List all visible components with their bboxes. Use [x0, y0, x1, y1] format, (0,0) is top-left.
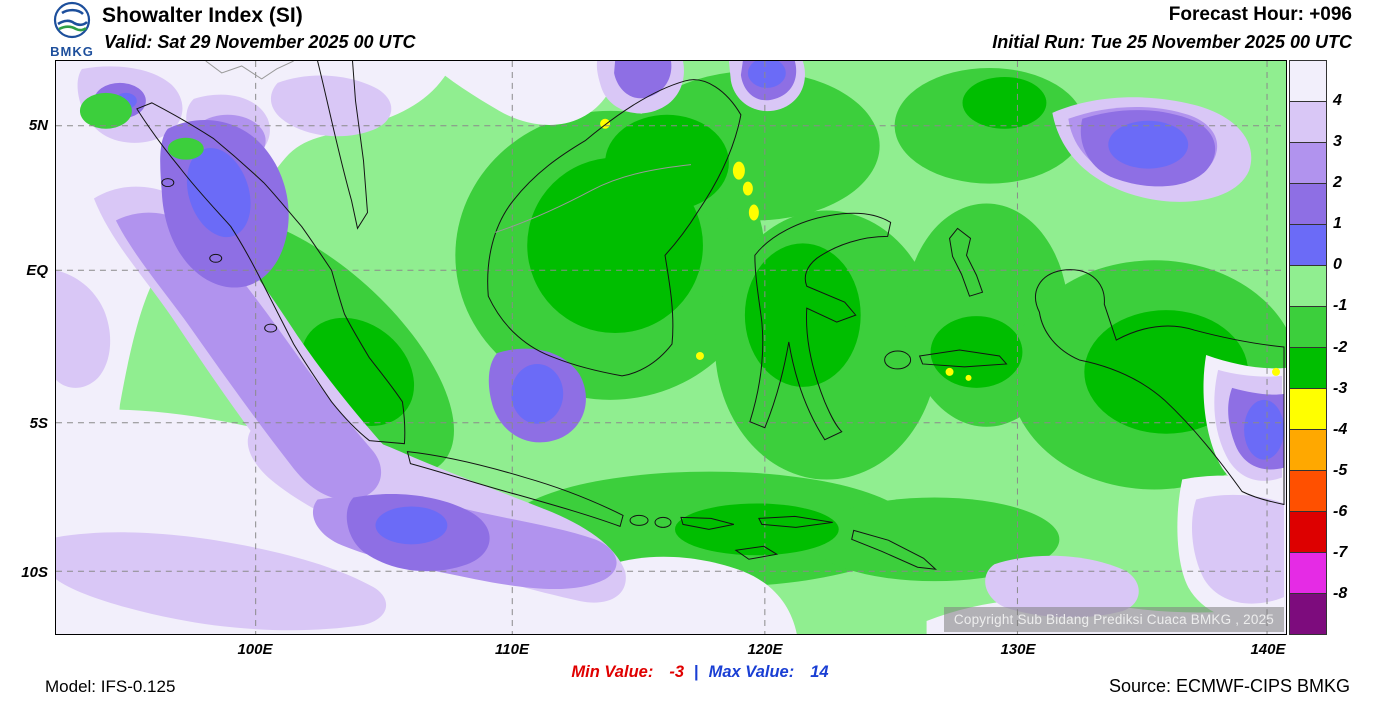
coastline-enggano [264, 323, 278, 333]
colorbar-cell-7 [1290, 348, 1326, 389]
colorbar-cell-4 [1290, 225, 1326, 266]
coastline-papua [1035, 269, 1285, 506]
coastline-timor [851, 529, 938, 570]
colorbar-label--6: -6 [1333, 502, 1348, 520]
green-pockets [79, 92, 204, 160]
minmax-values: Min Value: -3 | Max Value: 14 [571, 663, 828, 682]
copyright-watermark: Copyright Sub Bidang Prediksi Cuaca BMKG… [943, 607, 1284, 632]
colorbar-label--8: -8 [1333, 584, 1348, 602]
colorbar-cell-0 [1290, 61, 1326, 102]
si-contour-map [56, 61, 1286, 634]
forecast-hour: Forecast Hour: +096 [1168, 4, 1352, 25]
dark-green-cores [300, 76, 1249, 556]
colorbar-cell-11 [1290, 512, 1326, 553]
coastline-halmahera [949, 227, 984, 297]
coastline-malay-peninsula [317, 61, 369, 230]
colorbar-label--4: -4 [1333, 420, 1348, 438]
page-title: Showalter Index (SI) [102, 4, 303, 27]
coastline-buru [884, 350, 912, 370]
colorbar-cell-10 [1290, 471, 1326, 512]
coastline-indochina [205, 61, 294, 80]
coastline-java [406, 451, 624, 528]
bmkg-logo: BMKG [44, 1, 100, 59]
coastline-seram [918, 349, 1008, 368]
colorbar-cell-2 [1290, 143, 1326, 184]
colorbar-label-1: 1 [1333, 215, 1342, 233]
bmkg-logo-label: BMKG [50, 44, 94, 59]
colorbar-label--7: -7 [1333, 543, 1348, 561]
coastline-borneo [487, 79, 742, 377]
max-value-label: Max Value: [708, 663, 795, 681]
colorbar-label--2: -2 [1333, 338, 1348, 356]
coastline-sumba [734, 545, 779, 560]
coastline-lombok [654, 516, 672, 528]
bmkg-logo-icon [53, 1, 91, 39]
colorbar-cell-5 [1290, 266, 1326, 307]
initial-run: Initial Run: Tue 25 November 2025 00 UTC [992, 32, 1352, 52]
coastline-sumbawa [680, 516, 735, 530]
lat-label-5n: 5N [28, 117, 48, 134]
lon-label-140e: 140E [1250, 641, 1286, 658]
source-label: Source: ECMWF-CIPS BMKG [1108, 676, 1350, 696]
lon-label-130e: 130E [1000, 641, 1036, 658]
valid-time: Valid: Sat 29 November 2025 00 UTC [104, 32, 416, 52]
colorbar-label-4: 4 [1333, 92, 1342, 110]
max-value: 14 [810, 663, 829, 681]
lat-label-10s: 10S [21, 564, 48, 581]
colorbar-label-3: 3 [1333, 133, 1342, 151]
border-kalimantan [495, 164, 692, 233]
coastlines [136, 61, 1285, 570]
colorbar-cell-6 [1290, 307, 1326, 348]
lon-label-100e: 100E [237, 641, 273, 658]
min-value-label: Min Value: [571, 663, 654, 681]
colorbar-cell-8 [1290, 389, 1326, 430]
model-label: Model: IFS-0.125 [45, 677, 176, 696]
colorbar-label--1: -1 [1333, 297, 1348, 315]
coastline-sumatra [136, 102, 406, 445]
coastline-flores [758, 515, 833, 528]
colorbar-label-0: 0 [1333, 256, 1342, 274]
colorbar-label--3: -3 [1333, 379, 1348, 397]
colorbar-label-2: 2 [1333, 174, 1342, 192]
minmax-separator: | [694, 663, 699, 681]
map-area: Copyright Sub Bidang Prediksi Cuaca BMKG… [55, 60, 1287, 635]
colorbar-cell-9 [1290, 430, 1326, 471]
colorbar-scale [1289, 60, 1327, 635]
colorbar-labels: 4 3 2 1 0 -1 -2 -3 -4 -5 -6 -7 -8 [1333, 60, 1379, 635]
lon-label-110e: 110E [495, 641, 529, 658]
min-value: -3 [669, 663, 684, 681]
colorbar-cell-3 [1290, 184, 1326, 225]
lat-label-5s: 5S [29, 415, 48, 432]
lat-label-eq: EQ [26, 262, 48, 279]
coastline-mentawai [209, 253, 223, 263]
coastline-nias [161, 178, 175, 188]
lon-label-120e: 120E [747, 641, 783, 658]
blue-cores [114, 61, 1285, 545]
colorbar-label--5: -5 [1333, 461, 1348, 479]
coastline-bali [629, 514, 649, 526]
colorbar-cell-1 [1290, 102, 1326, 143]
colorbar-cell-13 [1290, 594, 1326, 634]
colorbar-cell-12 [1290, 553, 1326, 594]
coastline-sulawesi [749, 212, 892, 441]
admin-borders [205, 61, 692, 233]
